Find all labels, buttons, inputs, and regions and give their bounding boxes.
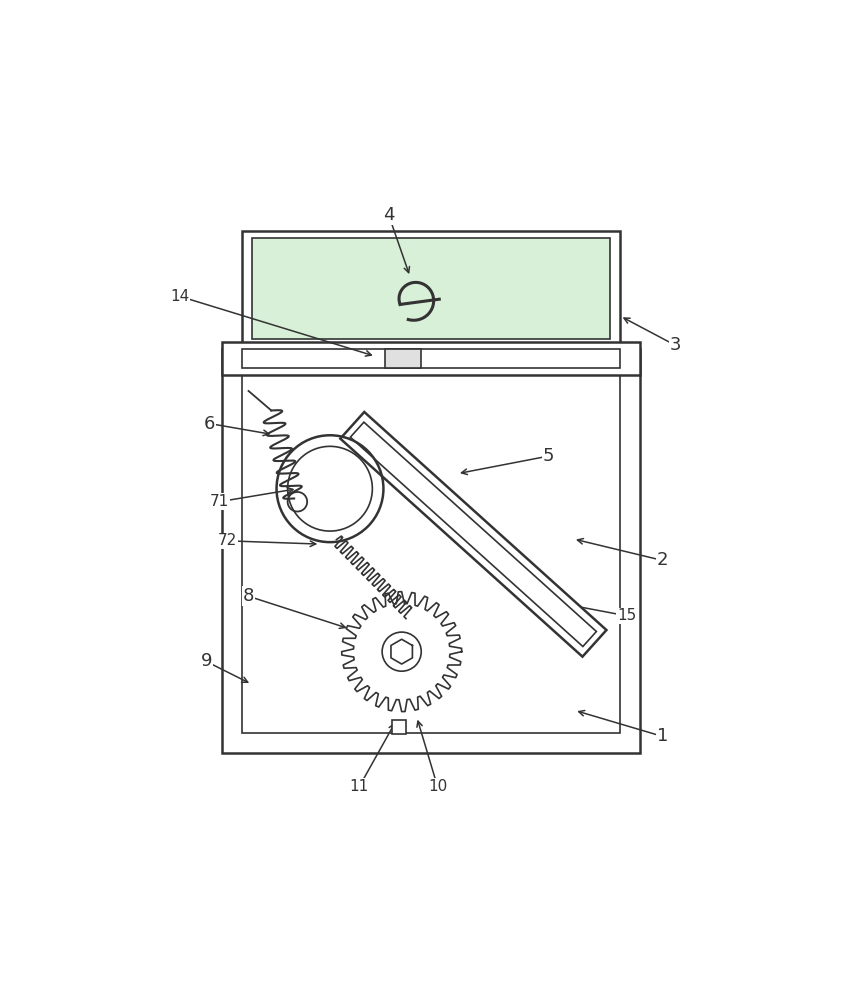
Text: 4: 4 [383, 206, 394, 224]
Text: 11: 11 [350, 779, 369, 794]
Text: 1: 1 [657, 727, 668, 745]
Bar [242, 368, 620, 733]
Bar [222, 342, 639, 375]
Text: 72: 72 [218, 533, 237, 548]
Text: 9: 9 [200, 652, 212, 670]
Text: 15: 15 [617, 608, 636, 623]
Text: 10: 10 [428, 779, 447, 794]
Text: 6: 6 [204, 415, 215, 433]
Text: 14: 14 [171, 289, 190, 304]
Polygon shape [341, 412, 606, 657]
Bar [242, 231, 620, 349]
Text: 3: 3 [669, 336, 681, 354]
Bar [242, 349, 620, 368]
Text: 2: 2 [657, 551, 668, 569]
Text: 5: 5 [542, 447, 554, 465]
Bar [385, 349, 421, 368]
Bar [392, 720, 406, 734]
Bar [251, 238, 611, 339]
Text: 8: 8 [243, 587, 254, 605]
Bar [222, 349, 639, 753]
Text: 71: 71 [209, 494, 229, 509]
